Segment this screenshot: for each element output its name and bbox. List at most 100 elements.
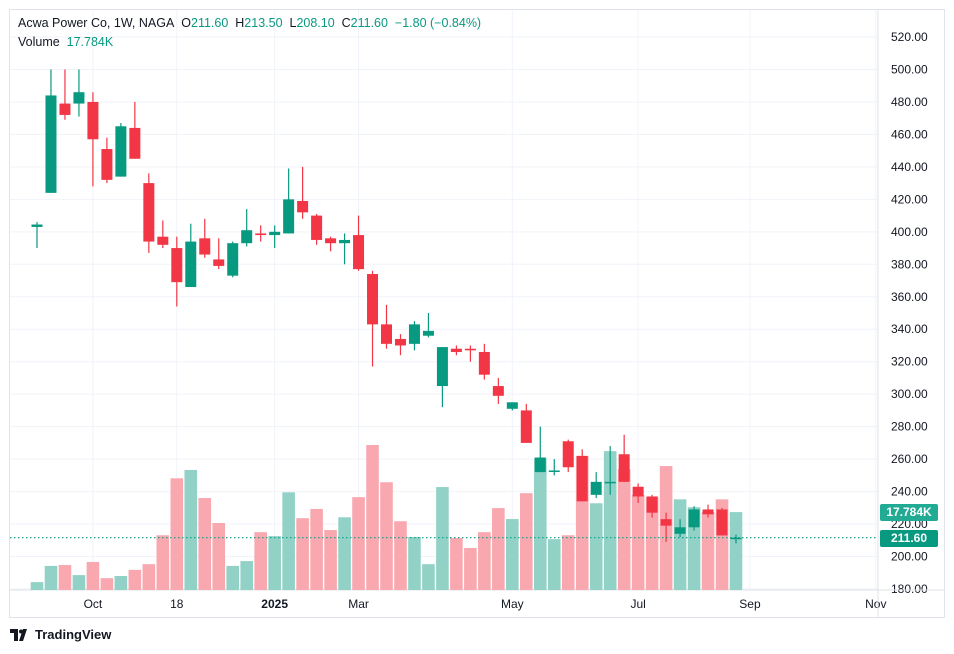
volume-bar	[478, 532, 491, 590]
candle-body	[115, 126, 127, 177]
volume-bar	[30, 582, 44, 590]
candle-body	[590, 481, 602, 495]
candle-body	[436, 347, 448, 387]
volume-badge: 17.784K	[880, 504, 938, 521]
candle	[548, 459, 560, 476]
candle-body	[297, 200, 309, 213]
candle	[199, 218, 211, 258]
candle-body	[618, 454, 630, 482]
volume-legend: Volume 17.784K	[18, 35, 113, 49]
candle-body	[394, 338, 406, 346]
candle-body	[31, 224, 43, 227]
candle	[283, 168, 295, 234]
candle	[171, 236, 183, 307]
candle-body	[73, 92, 85, 104]
tradingview-logo[interactable]: TradingView	[10, 627, 111, 642]
candle-body	[171, 248, 183, 283]
candle-body	[492, 386, 504, 396]
candle-body	[241, 230, 253, 244]
volume-bar	[142, 564, 156, 590]
candle-body	[255, 233, 267, 236]
volume-bar	[617, 469, 631, 590]
low-label: L	[289, 16, 297, 30]
candle	[241, 209, 253, 247]
y-tick-label: 280.00	[891, 420, 928, 434]
candle-body	[227, 243, 239, 276]
x-tick-label: Nov	[865, 597, 886, 611]
candle-body	[688, 509, 700, 528]
candle-body	[604, 481, 616, 484]
y-tick-label: 360.00	[891, 290, 928, 304]
candle	[534, 426, 546, 473]
candle-body	[143, 183, 155, 242]
open-label: O	[181, 16, 191, 30]
volume-bar	[380, 482, 393, 590]
candle	[339, 233, 351, 265]
candle-body	[520, 410, 532, 443]
candle	[646, 494, 658, 518]
candle	[269, 225, 281, 249]
y-tick-label: 240.00	[891, 485, 928, 499]
candle-body	[660, 519, 672, 526]
volume-bar	[687, 507, 701, 590]
open-value: 211.60	[191, 16, 229, 30]
candle	[702, 504, 714, 518]
y-tick-label: 460.00	[891, 127, 928, 141]
change-value: −1.80 (−0.84%)	[394, 16, 482, 30]
volume-bar	[310, 508, 323, 590]
volume-bar	[631, 494, 645, 590]
candle-body	[101, 149, 113, 180]
volume-bar	[212, 522, 226, 590]
volume-bar	[603, 451, 617, 590]
volume-bar	[408, 536, 421, 590]
volume-bar	[240, 561, 253, 590]
candle	[311, 213, 323, 245]
y-tick-label: 420.00	[891, 192, 928, 206]
candle	[576, 449, 588, 502]
candle	[185, 223, 197, 288]
x-tick-label: 2025	[261, 597, 288, 611]
candle	[562, 439, 574, 473]
y-tick-label: 320.00	[891, 355, 928, 369]
candle-body	[353, 235, 365, 270]
chart-frame	[9, 9, 945, 618]
x-tick-label: Mar	[348, 597, 369, 611]
candle	[353, 215, 365, 271]
volume-bar	[156, 535, 170, 590]
y-tick-label: 260.00	[891, 452, 928, 466]
candle-body	[534, 457, 546, 473]
candle-body	[59, 103, 71, 115]
volume-bar	[450, 537, 463, 590]
candle-body	[702, 509, 714, 515]
volume-bar	[589, 503, 603, 590]
low-value: 208.10	[296, 16, 335, 30]
volume-value: 17.784K	[66, 35, 114, 49]
y-tick-label: 200.00	[891, 550, 928, 564]
candle	[478, 343, 490, 380]
brand-name: TradingView	[35, 627, 112, 642]
candle-body	[632, 486, 644, 497]
close-value: 211.60	[350, 16, 388, 30]
close-label: C	[341, 16, 351, 30]
volume-bar	[100, 578, 114, 590]
volume-bar	[44, 565, 58, 590]
y-tick-label: 400.00	[891, 225, 928, 239]
volume-bar	[701, 512, 715, 590]
candle	[716, 507, 728, 536]
volume-bar	[296, 518, 309, 590]
volume-bar	[170, 478, 184, 590]
ohlc-legend: Acwa Power Co, 1W, NAGA O211.60 H213.50 …	[18, 16, 481, 30]
volume-bar	[198, 498, 212, 590]
high-label: H	[235, 16, 245, 30]
volume-bar	[282, 492, 295, 590]
symbol-label: Acwa Power Co, 1W, NAGA	[18, 16, 175, 30]
candle	[632, 483, 644, 503]
candle-body	[339, 239, 351, 244]
candle-body	[464, 348, 476, 351]
candle-body	[129, 127, 141, 159]
candle	[604, 446, 616, 495]
candle	[143, 173, 155, 253]
candle	[520, 403, 532, 443]
candle-body	[325, 238, 337, 244]
